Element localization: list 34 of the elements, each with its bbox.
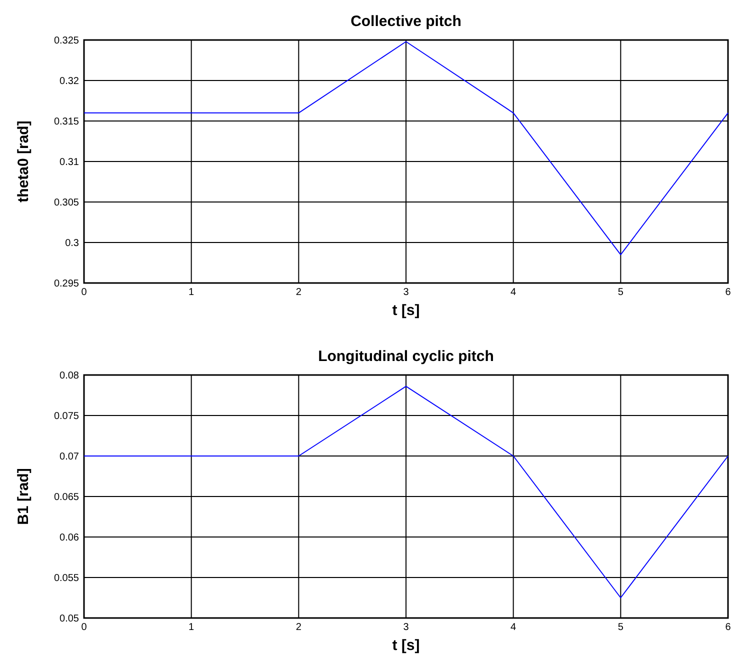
x-tick-label: 3 bbox=[403, 287, 410, 298]
x-tick-label: 4 bbox=[510, 287, 517, 298]
y-tick-label: 0.325 bbox=[54, 36, 80, 46]
x-tick-label: 1 bbox=[188, 622, 195, 633]
y-tick-label: 0.07 bbox=[60, 452, 80, 462]
x-tick-label: 3 bbox=[403, 622, 410, 633]
y-tick-label: 0.08 bbox=[60, 370, 80, 382]
x-axis-title: t [s] bbox=[392, 637, 420, 654]
y-axis-title: B1 [rad] bbox=[15, 468, 32, 525]
y-tick-label: 0.295 bbox=[54, 278, 80, 290]
x-tick-label: 0 bbox=[81, 622, 88, 633]
y-tick-label: 0.055 bbox=[54, 573, 80, 584]
x-axis-title: t [s] bbox=[392, 302, 420, 319]
y-tick-label: 0.065 bbox=[54, 492, 80, 503]
x-tick-label: 2 bbox=[296, 622, 302, 633]
chart-title: Longitudinal cyclic pitch bbox=[318, 348, 494, 365]
y-tick-label: 0.305 bbox=[54, 198, 80, 208]
y-tick-label: 0.3 bbox=[65, 238, 80, 249]
x-tick-label: 5 bbox=[618, 287, 624, 298]
x-tick-label: 0 bbox=[81, 287, 88, 298]
y-tick-label: 0.315 bbox=[54, 116, 80, 128]
x-tick-label: 4 bbox=[510, 622, 517, 633]
y-tick-label: 0.05 bbox=[60, 614, 80, 624]
y-tick-label: 0.075 bbox=[54, 411, 80, 422]
x-tick-label: 1 bbox=[188, 287, 195, 298]
x-tick-label: 5 bbox=[618, 622, 624, 633]
x-tick-label: 2 bbox=[296, 287, 302, 298]
y-axis-title: theta0 [rad] bbox=[15, 120, 32, 202]
x-tick-label: 6 bbox=[725, 287, 732, 298]
y-tick-label: 0.32 bbox=[60, 76, 80, 87]
chart-title: Collective pitch bbox=[350, 13, 462, 30]
x-tick-label: 6 bbox=[725, 622, 732, 633]
y-tick-label: 0.06 bbox=[60, 532, 80, 544]
y-tick-label: 0.31 bbox=[60, 157, 80, 168]
